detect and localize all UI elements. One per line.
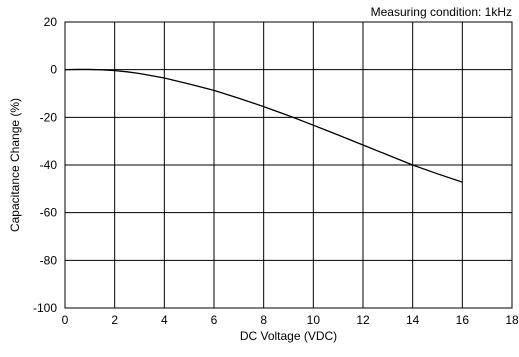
series-layer [64, 68, 463, 183]
x-tick-label-5: 10 [307, 313, 321, 327]
y-tick-label-4: -60 [40, 206, 58, 220]
x-tick-label-9: 18 [505, 313, 519, 327]
measuring-condition-annotation: Measuring condition: 1kHz [371, 5, 512, 19]
x-tick-label-3: 6 [211, 313, 218, 327]
y-tick-label-2: -20 [40, 110, 58, 124]
x-tick-label-2: 4 [161, 313, 168, 327]
y-tick-label-6: -100 [33, 301, 57, 315]
y-tick-label-3: -40 [40, 158, 58, 172]
x-axis-title: DC Voltage (VDC) [240, 329, 337, 343]
y-axis-title: Capacitance Change (%) [8, 98, 22, 232]
x-tick-label-4: 8 [260, 313, 267, 327]
y-tick-label-5: -80 [40, 253, 58, 267]
plot-frame [64, 21, 513, 309]
x-tick-label-7: 14 [406, 313, 420, 327]
y-axis-ticks: 20 0 -20 -40 -60 -80 -100 [33, 15, 57, 315]
series-line-0 [64, 68, 463, 183]
x-tick-label-0: 0 [62, 313, 69, 327]
x-tick-label-1: 2 [111, 313, 118, 327]
y-tick-label-0: 20 [44, 15, 58, 29]
y-tick-label-1: 0 [50, 63, 57, 77]
x-axis-ticks: 0 2 4 6 8 10 12 14 16 18 [62, 313, 519, 327]
grid [64, 21, 513, 309]
x-tick-label-8: 16 [456, 313, 470, 327]
x-tick-label-6: 12 [356, 313, 370, 327]
